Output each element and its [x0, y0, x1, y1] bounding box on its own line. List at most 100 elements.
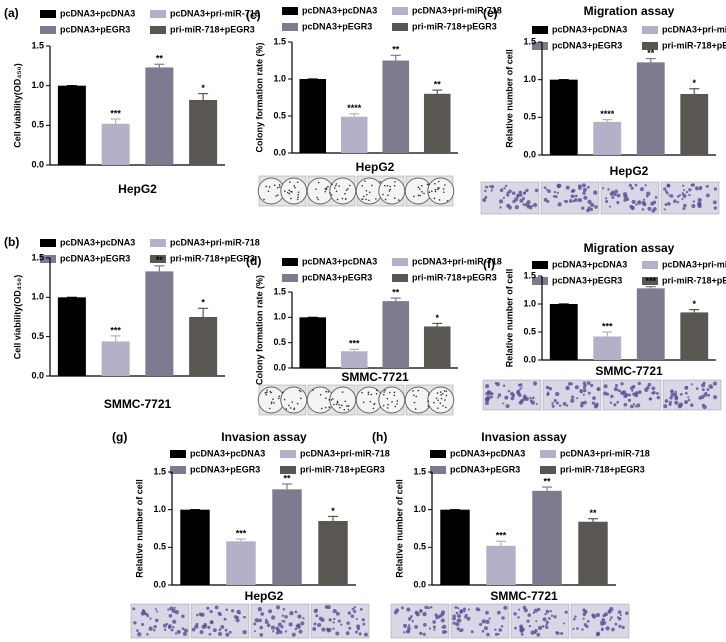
- colony: [423, 192, 425, 195]
- colony: [266, 389, 268, 391]
- cell: [676, 201, 680, 204]
- cell: [526, 200, 531, 205]
- colony: [340, 404, 343, 407]
- panel: (f) Migration assay pcDNA3+pcDNA3 pcDNA3+pr…: [482, 241, 726, 411]
- y-tick-label: 1.5: [273, 36, 286, 46]
- cell: [664, 190, 668, 193]
- cell: [568, 199, 573, 203]
- legend-label: pcDNA3+pEGR3: [302, 272, 372, 282]
- cell: [455, 621, 460, 627]
- colony: [325, 397, 327, 399]
- legend-swatch: [40, 239, 56, 247]
- cell: [563, 200, 566, 203]
- colony: [388, 391, 391, 394]
- cell: [564, 610, 568, 614]
- cell: [652, 200, 657, 204]
- cell: [214, 605, 219, 610]
- cell: [488, 185, 491, 188]
- cell: [642, 202, 647, 207]
- colony: [437, 399, 439, 402]
- cell: [694, 186, 700, 191]
- cell: [611, 195, 615, 200]
- colony: [366, 193, 368, 196]
- colony: [427, 405, 430, 407]
- legend-swatch: [392, 7, 408, 15]
- cell: [707, 394, 711, 397]
- cell: [173, 606, 176, 610]
- cell: [634, 183, 638, 187]
- colony: [335, 183, 338, 185]
- cell: [565, 385, 570, 391]
- colony: [336, 198, 339, 201]
- cell: [243, 615, 246, 619]
- cell: [278, 630, 283, 634]
- colony: [315, 188, 317, 190]
- colony: [290, 197, 292, 200]
- error-bar: [154, 265, 165, 272]
- dish: [329, 177, 357, 205]
- cell: [542, 617, 547, 622]
- error-bar: [542, 486, 552, 491]
- significance-label: **: [392, 45, 400, 55]
- cell: [353, 605, 357, 609]
- cell: [583, 388, 587, 393]
- cell: [713, 187, 718, 191]
- cell: [460, 628, 464, 632]
- colony: [296, 181, 299, 183]
- cell: [582, 381, 587, 385]
- colony: [367, 393, 370, 396]
- cell: [590, 383, 594, 387]
- cell: [676, 194, 680, 198]
- y-tick-label: 0.0: [413, 579, 426, 589]
- colony: [276, 186, 279, 189]
- cell: [545, 625, 549, 630]
- cell: [463, 610, 466, 613]
- legend-swatch: [430, 450, 446, 458]
- colony: [412, 195, 415, 198]
- cell: [156, 610, 159, 613]
- cell: [500, 625, 504, 628]
- colony: [413, 401, 416, 404]
- cell: [454, 606, 458, 609]
- y-axis-label: Relative number of cell: [504, 269, 514, 368]
- colony: [283, 190, 286, 192]
- colony: [349, 184, 351, 187]
- cell: [498, 628, 503, 632]
- cell: [677, 404, 683, 409]
- legend-label: pcDNA3+pEGR3: [552, 40, 622, 50]
- colony: [338, 403, 341, 406]
- cell: [142, 608, 145, 612]
- y-tick-label: 0.5: [273, 110, 286, 120]
- cell: [163, 628, 167, 631]
- cell: [697, 202, 702, 207]
- legend-label: pri-miR-718+pEGR3: [662, 275, 726, 285]
- cell: [488, 617, 491, 620]
- cell: [200, 612, 205, 617]
- cell: [518, 608, 521, 611]
- significance-label: ****: [347, 103, 362, 113]
- colony: [264, 391, 267, 394]
- colony: [267, 190, 270, 193]
- colony: [413, 394, 415, 397]
- panel-label: (h): [372, 430, 387, 444]
- dish: [378, 177, 406, 205]
- cell: [577, 184, 582, 189]
- cell: [562, 402, 567, 406]
- y-tick-label: 0.5: [31, 120, 44, 130]
- bar: [145, 271, 174, 376]
- cell: [687, 396, 690, 399]
- cell: [545, 188, 548, 191]
- chart-title: Migration assay: [584, 241, 675, 255]
- legend-swatch: [540, 450, 556, 458]
- x-axis-label: SMMC-7721: [490, 589, 558, 603]
- legend-label: pcDNA3+pcDNA3: [190, 448, 265, 458]
- cell: [490, 395, 494, 399]
- cell: [679, 393, 683, 396]
- cell: [582, 187, 587, 192]
- cell: [683, 203, 687, 208]
- cell: [497, 633, 500, 636]
- cell: [353, 610, 357, 614]
- dish: [329, 386, 357, 414]
- colony: [283, 398, 286, 401]
- cell: [631, 208, 634, 211]
